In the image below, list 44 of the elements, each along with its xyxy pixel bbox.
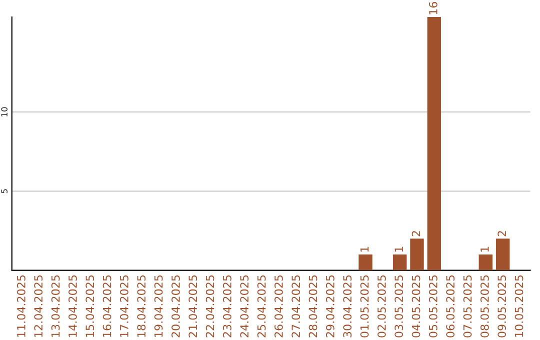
data-label: 2 (498, 231, 506, 236)
x-tick-label: 13.04.2025 (51, 275, 60, 337)
x-tick-label: 21.04.2025 (188, 275, 198, 338)
x-tick-label: 03.05.2025 (394, 275, 404, 338)
bar (410, 238, 424, 270)
y-tick-label: 10 (1, 107, 8, 116)
x-tick-label: 30.04.2025 (343, 275, 352, 338)
y-tick-label: 5 (1, 189, 8, 194)
x-tick-label: 06.05.2025 (446, 275, 455, 338)
x-tick-label: 07.05.2025 (463, 275, 472, 338)
x-tick-label: 02.05.2025 (377, 275, 386, 338)
x-tick-label: 16.04.2025 (102, 275, 112, 337)
x-tick-label: 25.04.2025 (257, 275, 266, 338)
data-label: 1 (394, 246, 403, 252)
x-tick-label: 18.04.2025 (137, 275, 146, 337)
x-tick-label: 19.04.2025 (154, 275, 163, 337)
x-tick-label: 28.04.2025 (308, 275, 318, 338)
x-tick-label: 24.04.2025 (240, 275, 249, 338)
x-tick-label: 26.04.2025 (274, 275, 283, 338)
x-tick-label: 15.04.2025 (86, 275, 94, 337)
x-tick-label: 12.04.2025 (34, 275, 43, 337)
x-tick-label: 17.04.2025 (120, 275, 128, 337)
x-tick-label: 27.04.2025 (292, 275, 300, 338)
bar (427, 17, 442, 270)
x-tick-label: 20.04.2025 (171, 275, 180, 338)
x-tick-label: 11.04.2025 (17, 275, 26, 337)
x-tick-label: 05.05.2025 (428, 275, 438, 338)
data-label: 1 (480, 246, 489, 252)
x-tick-label: 01.05.2025 (360, 275, 369, 338)
data-label: 1 (360, 246, 369, 252)
bar (478, 254, 493, 270)
data-label: 16 (428, 2, 438, 14)
bar (392, 254, 407, 270)
bar (496, 238, 510, 270)
x-tick-label: 22.04.2025 (206, 275, 214, 338)
x-tick-label: 29.04.2025 (326, 275, 334, 338)
x-tick-label: 04.05.2025 (412, 275, 420, 338)
x-tick-label: 14.04.2025 (68, 275, 77, 337)
x-tick-label: 09.05.2025 (498, 275, 506, 338)
bar (358, 254, 372, 270)
x-tick-label: 10.05.2025 (514, 275, 524, 337)
x-tick-label: 23.04.2025 (222, 275, 232, 338)
x-tick-label: 08.05.2025 (480, 275, 489, 338)
data-label: 2 (412, 231, 420, 236)
